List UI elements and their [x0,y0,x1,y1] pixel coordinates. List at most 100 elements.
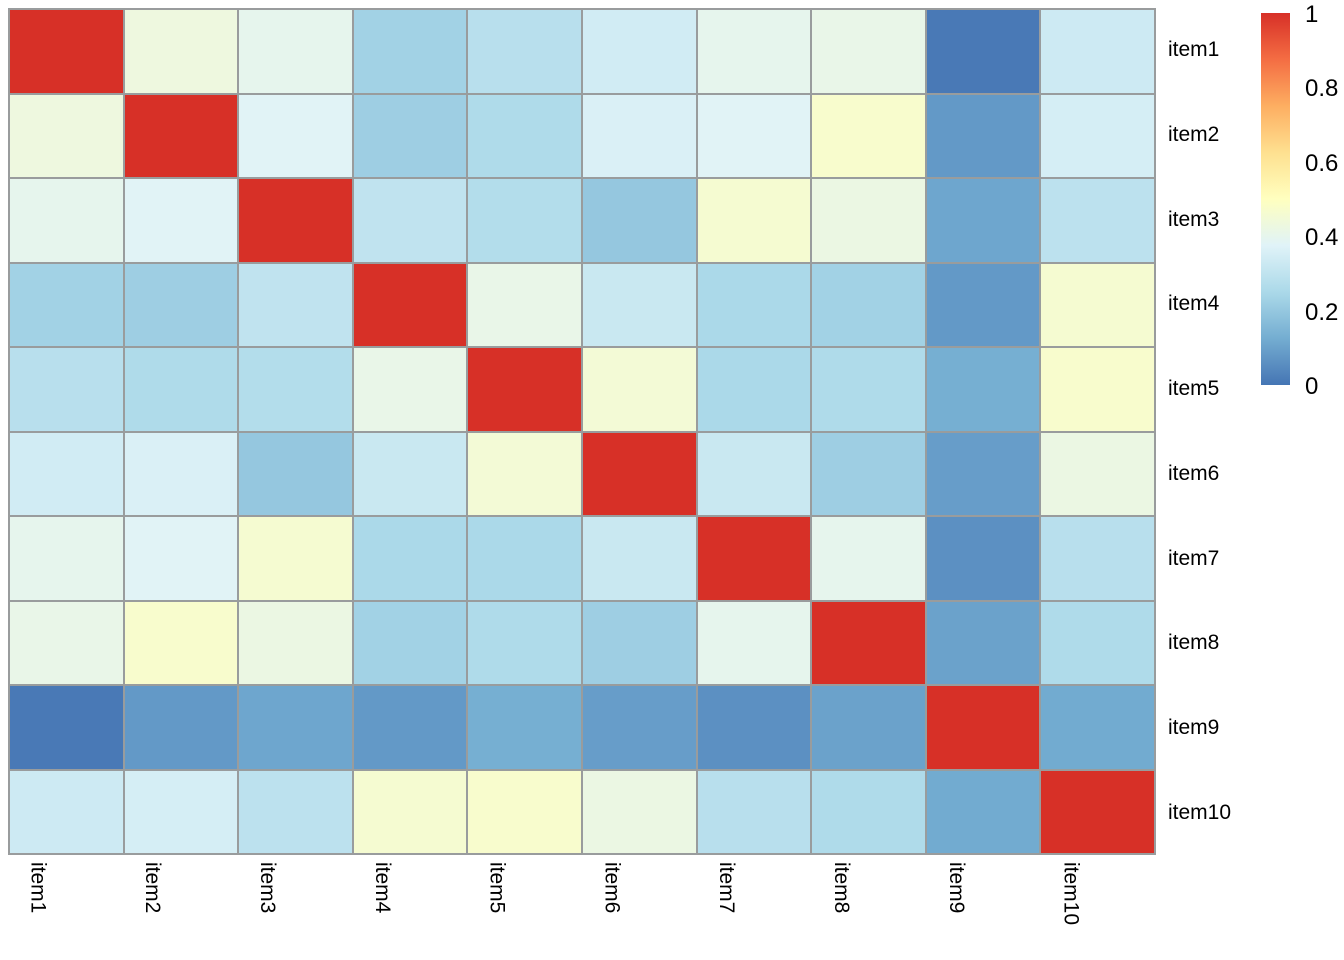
heatmap-cell [812,10,925,93]
heatmap-cell [582,686,696,769]
col-label: item7 [715,862,739,914]
heatmap-cell [1041,94,1154,177]
heatmap-cell [353,348,467,431]
heatmap-cell [1041,601,1154,684]
heatmap-cell [812,179,925,262]
heatmap-cell [697,686,811,769]
row-label: item8 [1168,631,1220,655]
row-label: item9 [1168,715,1220,739]
heatmap-cell [239,263,352,346]
heatmap-cell [926,517,1040,600]
heatmap-cell [812,94,925,177]
heatmap-cell [926,601,1040,684]
heatmap-cell [468,770,581,853]
heatmap-cell [1041,348,1154,431]
heatmap-cell [582,10,696,93]
heatmap-cell [239,179,352,262]
col-label: item3 [256,862,279,914]
heatmap-cell [239,517,352,600]
heatmap-cell [124,770,238,853]
heatmap-cell [239,770,352,853]
heatmap-cell [582,517,696,600]
heatmap-cell [239,432,352,515]
heatmap-cell [926,432,1040,515]
heatmap-cell [10,10,123,93]
row-label: item5 [1168,377,1220,401]
heatmap-cell [10,770,123,853]
colorbar-tick-label: 0.6 [1305,149,1339,177]
col-label: item6 [600,862,624,914]
colorbar-tick-label: 0.2 [1305,298,1339,326]
heatmap-cell [468,601,581,684]
heatmap-cell [10,601,123,684]
row-label: item7 [1168,546,1220,570]
heatmap-cell [926,348,1040,431]
heatmap-cell [582,348,696,431]
heatmap-cell [353,10,467,93]
heatmap-cell [926,686,1040,769]
heatmap-cell [239,601,352,684]
heatmap-cell [812,263,925,346]
heatmap-cell [1041,432,1154,515]
heatmap-cell [10,263,123,346]
heatmap-cell [926,179,1040,262]
heatmap-cell [124,686,238,769]
heatmap-cell [1041,686,1154,769]
col-label: item1 [26,862,50,914]
heatmap-cell [582,263,696,346]
heatmap-cell [812,686,925,769]
col-label: item8 [830,862,853,914]
heatmap-cell [468,263,581,346]
heatmap-cell [697,10,811,93]
row-label: item1 [1168,38,1220,62]
heatmap-cell [812,517,925,600]
heatmap-cell [697,179,811,262]
heatmap-cell [1041,179,1154,262]
col-label: item4 [370,862,394,914]
colorbar-tick-label: 0 [1305,373,1319,400]
row-label: item3 [1168,207,1220,231]
heatmap-cell [582,94,696,177]
col-label: item9 [944,862,968,914]
heatmap-cell [582,179,696,262]
heatmap-cell [10,517,123,600]
heatmap-cell [812,432,925,515]
heatmap-cell [10,179,123,262]
heatmap-cell [124,263,238,346]
row-label: item4 [1168,292,1220,316]
heatmap-cell [10,686,123,769]
heatmap-cell [697,517,811,600]
heatmap-cell [697,432,811,515]
col-label: item10 [1059,862,1083,926]
heatmap-cell [124,601,238,684]
heatmap-cell [468,94,581,177]
heatmap-cell [582,432,696,515]
heatmap-cell [239,10,352,93]
heatmap-cell [239,348,352,431]
heatmap-cell [239,686,352,769]
heatmap-cell [1041,770,1154,853]
heatmap-cell [124,432,238,515]
heatmap-cell [582,770,696,853]
heatmap-cell [1041,517,1154,600]
heatmap-cell [926,10,1040,93]
heatmap-cell [124,517,238,600]
heatmap-cell [353,263,467,346]
heatmap-cell [124,179,238,262]
heatmap-cell [812,348,925,431]
heatmap-cell [468,10,581,93]
heatmap-cell [239,94,352,177]
colorbar-tick-label: 1 [1305,1,1319,28]
heatmap-cell [10,432,123,515]
heatmap-cell [353,770,467,853]
heatmap-cell [697,601,811,684]
row-label: item6 [1168,461,1220,485]
heatmap-cell [468,348,581,431]
heatmap-cell [10,94,123,177]
heatmap-cell [926,263,1040,346]
row-label: item10 [1168,800,1232,824]
heatmap-cell [812,770,925,853]
heatmap-cell [926,94,1040,177]
colorbar-tick-label: 0.4 [1305,224,1339,252]
